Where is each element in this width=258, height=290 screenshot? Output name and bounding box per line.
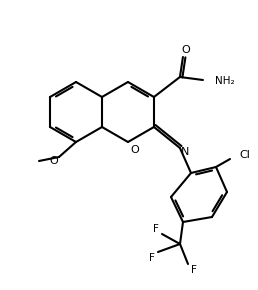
Text: Cl: Cl [239, 150, 250, 160]
Text: F: F [191, 265, 197, 275]
Text: N: N [181, 147, 189, 157]
Text: NH₂: NH₂ [215, 76, 235, 86]
Text: O: O [131, 145, 139, 155]
Text: F: F [149, 253, 155, 263]
Text: F: F [153, 224, 159, 234]
Text: O: O [182, 45, 190, 55]
Text: O: O [50, 156, 58, 166]
